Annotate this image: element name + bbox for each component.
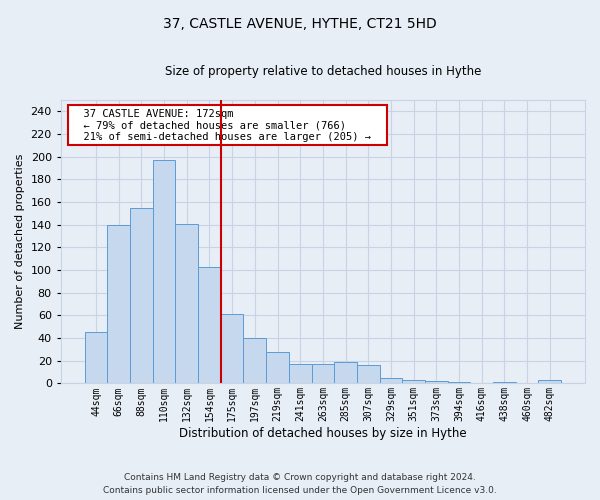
Bar bbox=[380, 378, 403, 384]
Bar bbox=[107, 224, 130, 384]
Bar bbox=[85, 332, 107, 384]
Bar bbox=[175, 224, 198, 384]
Bar bbox=[493, 382, 516, 384]
Bar bbox=[538, 380, 561, 384]
Bar bbox=[221, 314, 244, 384]
Bar bbox=[425, 381, 448, 384]
Y-axis label: Number of detached properties: Number of detached properties bbox=[15, 154, 25, 330]
Bar bbox=[289, 364, 311, 384]
Bar bbox=[357, 366, 380, 384]
Bar bbox=[266, 352, 289, 384]
Bar bbox=[448, 382, 470, 384]
Bar bbox=[244, 338, 266, 384]
Bar bbox=[153, 160, 175, 384]
Bar bbox=[311, 364, 334, 384]
Bar bbox=[334, 362, 357, 384]
Text: Contains HM Land Registry data © Crown copyright and database right 2024.
Contai: Contains HM Land Registry data © Crown c… bbox=[103, 474, 497, 495]
Text: 37, CASTLE AVENUE, HYTHE, CT21 5HD: 37, CASTLE AVENUE, HYTHE, CT21 5HD bbox=[163, 18, 437, 32]
Title: Size of property relative to detached houses in Hythe: Size of property relative to detached ho… bbox=[165, 65, 481, 78]
Text: 37 CASTLE AVENUE: 172sqm
  ← 79% of detached houses are smaller (766)
  21% of s: 37 CASTLE AVENUE: 172sqm ← 79% of detach… bbox=[71, 108, 384, 142]
X-axis label: Distribution of detached houses by size in Hythe: Distribution of detached houses by size … bbox=[179, 427, 467, 440]
Bar bbox=[130, 208, 153, 384]
Bar bbox=[403, 380, 425, 384]
Bar bbox=[198, 266, 221, 384]
